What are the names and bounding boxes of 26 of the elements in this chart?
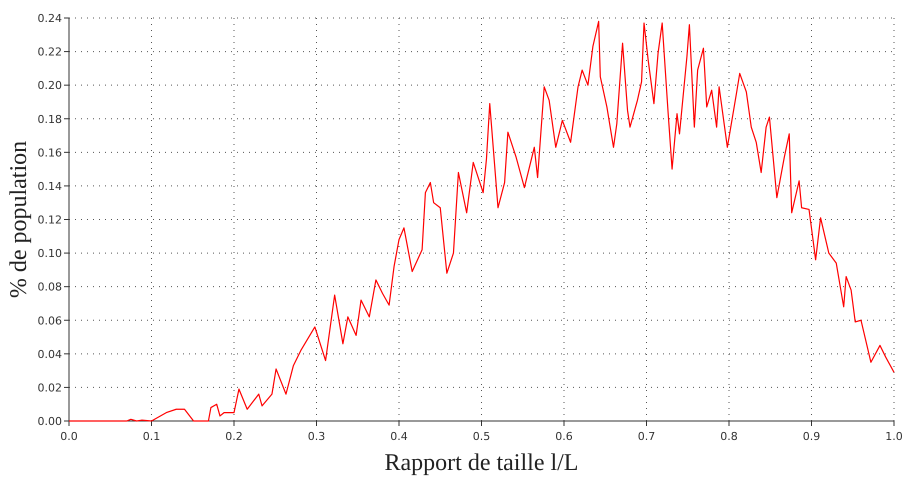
x-tick-label: 1.0 bbox=[885, 430, 903, 443]
y-tick-label: 0.08 bbox=[38, 280, 62, 294]
x-tick-label: 0.1 bbox=[142, 430, 160, 443]
x-tick-label: 0.3 bbox=[308, 430, 326, 443]
x-tick-label: 0.9 bbox=[802, 430, 820, 443]
y-tick-label: 0.04 bbox=[38, 348, 62, 361]
y-tick-label: 0.10 bbox=[38, 247, 62, 260]
x-tick-label: 0.2 bbox=[225, 430, 243, 443]
y-tick-label: 0.20 bbox=[38, 79, 62, 92]
x-tick-label: 0.7 bbox=[638, 430, 656, 443]
x-tick-label: 0.0 bbox=[60, 430, 78, 443]
y-axis-title: % de population bbox=[6, 140, 32, 298]
y-tick-label: 0.06 bbox=[38, 314, 62, 328]
y-tick-label: 0.14 bbox=[38, 180, 62, 193]
x-tick-label: 0.8 bbox=[720, 430, 738, 443]
x-tick-label: 0.4 bbox=[390, 430, 408, 443]
y-tick-label: 0.02 bbox=[38, 381, 62, 394]
x-axis-title: Rapport de taille l/L bbox=[384, 450, 578, 476]
x-tick-label: 0.6 bbox=[555, 430, 573, 443]
y-tick-label: 0.24 bbox=[38, 12, 62, 25]
y-tick-label: 0.00 bbox=[38, 415, 62, 428]
y-tick-label: 0.22 bbox=[38, 46, 62, 59]
x-tick-label: 0.5 bbox=[472, 430, 490, 443]
y-tick-label: 0.18 bbox=[38, 112, 62, 126]
y-tick-label: 0.16 bbox=[38, 146, 62, 160]
y-tick-label: 0.12 bbox=[38, 214, 62, 226]
